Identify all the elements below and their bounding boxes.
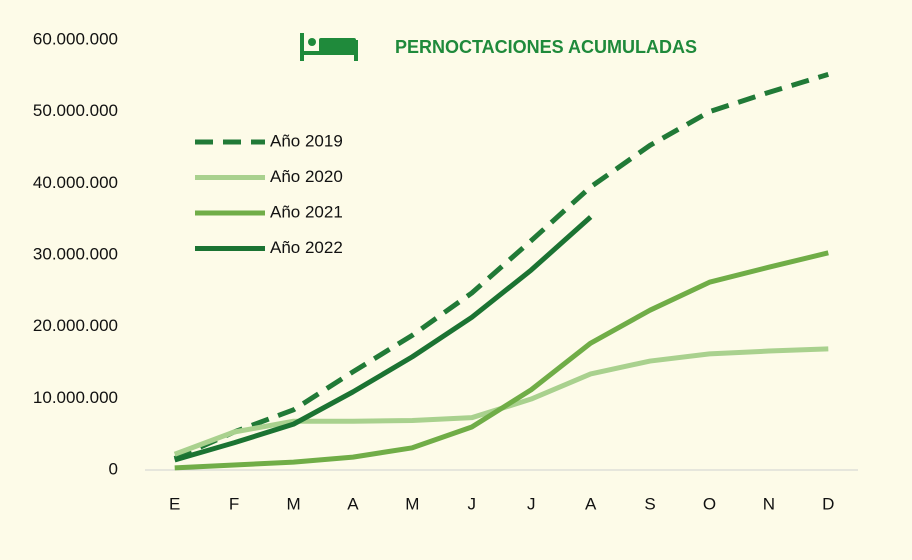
bed-icon bbox=[300, 33, 358, 61]
x-tick-label: A bbox=[585, 494, 597, 513]
series-line bbox=[174, 215, 593, 463]
y-tick-label: 50.000.000 bbox=[33, 101, 118, 120]
legend-label: Año 2019 bbox=[270, 131, 343, 150]
y-tick-label: 40.000.000 bbox=[33, 173, 118, 192]
x-tick-label: O bbox=[703, 494, 716, 513]
y-tick-label: 60.000.000 bbox=[33, 29, 118, 48]
y-tick-label: 20.000.000 bbox=[33, 316, 118, 335]
y-tick-label: 10.000.000 bbox=[33, 388, 118, 407]
x-tick-label: S bbox=[644, 494, 655, 513]
legend-label: Año 2021 bbox=[270, 202, 343, 221]
series-line bbox=[173, 72, 830, 461]
x-tick-label: M bbox=[286, 494, 300, 513]
x-tick-label: D bbox=[822, 494, 834, 513]
x-tick-label: A bbox=[347, 494, 359, 513]
y-tick-label: 0 bbox=[109, 459, 118, 478]
x-tick-label: F bbox=[229, 494, 239, 513]
x-tick-label: N bbox=[763, 494, 775, 513]
legend-label: Año 2022 bbox=[270, 238, 343, 257]
x-tick-label: E bbox=[169, 494, 180, 513]
chart-title: PERNOCTACIONES ACUMULADAS bbox=[395, 37, 697, 57]
series-line bbox=[173, 346, 829, 457]
y-tick-label: 30.000.000 bbox=[33, 244, 118, 263]
series-line bbox=[174, 250, 829, 471]
x-tick-label: J bbox=[527, 494, 536, 513]
x-tick-label: J bbox=[468, 494, 477, 513]
legend-label: Año 2020 bbox=[270, 167, 343, 186]
x-tick-label: M bbox=[405, 494, 419, 513]
